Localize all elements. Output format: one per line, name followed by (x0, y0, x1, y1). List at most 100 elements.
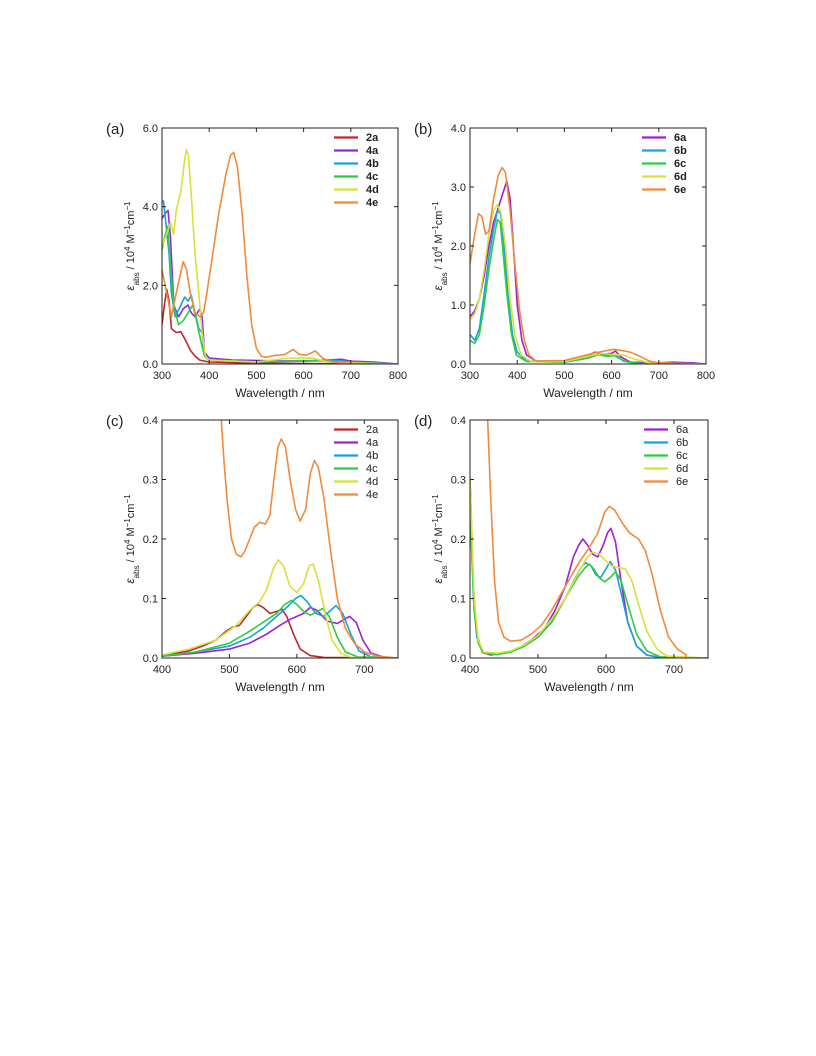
y-axis-label-part: ε (431, 285, 445, 291)
y-axis-label-part: M (125, 234, 137, 246)
y-axis-label-part: M (433, 527, 445, 539)
y-axis-label-part: cm (125, 504, 137, 519)
legend-label: 6d (674, 171, 687, 183)
y-tick-label: 0.0 (143, 653, 158, 665)
panel-label: (b) (414, 121, 432, 138)
y-axis-label-part: / 10 (433, 544, 445, 565)
y-axis-label-part: abs (440, 565, 449, 578)
x-tick-label: 800 (697, 370, 715, 382)
y-tick-label: 0.4 (143, 415, 158, 427)
x-tick-label: 700 (665, 664, 683, 676)
series-line-2a (162, 603, 398, 658)
y-axis-label-part: −1 (123, 201, 132, 211)
y-tick-label: 0.3 (451, 475, 466, 487)
series-line-6a (470, 180, 706, 364)
plot-frame (161, 127, 399, 365)
plot-frame (161, 419, 399, 659)
panel-label: (a) (106, 121, 124, 138)
series-line-4b (162, 594, 398, 658)
series-group (470, 166, 706, 364)
x-axis-label: Wavelength / nm (543, 386, 633, 400)
y-axis-label-part: 4 (431, 246, 440, 251)
y-tick-label: 4.0 (143, 202, 158, 214)
legend-label: 6b (674, 145, 687, 157)
panel-label: (c) (106, 413, 124, 430)
y-axis-label-part: / 10 (125, 544, 137, 565)
series-line-6e (486, 420, 708, 658)
y-axis-label-part: −1 (123, 225, 132, 235)
series-line-6b (470, 209, 706, 364)
legend-label: 6e (676, 476, 688, 488)
legend-label: 6a (676, 424, 689, 436)
legend-label: 6c (674, 158, 686, 170)
y-axis-label-part: abs (440, 272, 449, 285)
x-tick-label: 400 (461, 664, 479, 676)
y-tick-label: 0.1 (451, 594, 466, 606)
x-tick-label: 300 (461, 370, 479, 382)
y-axis-label-part: cm (433, 211, 445, 226)
x-tick-label: 300 (153, 370, 171, 382)
y-axis-label-part: 4 (123, 246, 132, 251)
y-axis-label-part: −1 (431, 494, 440, 504)
series-line-4c (162, 599, 398, 658)
chart-panel-2: 400 500 600 700 0.0 0.1 0.2 0.3 0.4 Wavelength / … (106, 413, 399, 694)
x-tick-label: 400 (508, 370, 526, 382)
x-tick-label: 500 (220, 664, 238, 676)
series-line-6d (470, 479, 708, 658)
series-line-6b (470, 491, 708, 658)
x-tick-label: 500 (529, 664, 547, 676)
panel-label: (d) (414, 413, 432, 430)
legend-label: 6c (676, 450, 688, 462)
chart-panel-3: 400 500 600 700 0.0 0.1 0.2 0.3 0.4 Wavelength / … (414, 413, 709, 694)
y-tick-label: 0.1 (143, 594, 158, 606)
y-axis-label-part: M (125, 527, 137, 539)
y-axis-label-part: ε (123, 285, 137, 291)
plot-frame (469, 419, 709, 659)
legend-label: 4e (366, 197, 378, 209)
chart-panel-0: 300 400 500 600 700 800 0.0 2.0 4.0 6.0 Wavelength… (106, 121, 407, 400)
y-axis-label-part: / 10 (433, 251, 445, 272)
y-tick-label: 2.0 (451, 241, 466, 253)
legend-label: 6e (674, 184, 686, 196)
legend-label: 4c (366, 171, 378, 183)
y-tick-label: 0.2 (143, 534, 158, 546)
y-axis-label-part: −1 (123, 518, 132, 528)
series-group (162, 420, 398, 658)
x-tick-label: 700 (650, 370, 668, 382)
y-axis-label: εabs / 104 M−1cm−1 (431, 201, 449, 291)
y-axis-label-part: abs (132, 272, 141, 285)
x-axis-label: Wavelength / nm (544, 680, 634, 694)
y-tick-label: 4.0 (451, 123, 466, 135)
x-axis-label: Wavelength / nm (235, 680, 325, 694)
series-group (470, 420, 708, 658)
x-tick-label: 600 (597, 664, 615, 676)
y-tick-label: 1.0 (451, 300, 466, 312)
y-axis-label-part: 4 (123, 539, 132, 544)
y-axis-label-part: −1 (431, 201, 440, 211)
series-line-4d (162, 559, 398, 658)
y-tick-label: 0.0 (451, 359, 466, 371)
x-tick-label: 700 (342, 370, 360, 382)
y-axis-label-part: cm (125, 211, 137, 226)
series-line-6c (470, 509, 708, 658)
legend-label: 2a (366, 132, 379, 144)
y-tick-label: 0.3 (143, 475, 158, 487)
y-axis-label-part: M (433, 234, 445, 246)
y-axis-label: εabs / 104 M−1cm−1 (123, 201, 141, 291)
y-tick-label: 2.0 (143, 280, 158, 292)
x-tick-label: 600 (288, 664, 306, 676)
legend-label: 6d (676, 463, 688, 475)
y-axis-label-part: ε (123, 578, 137, 584)
x-tick-label: 700 (355, 664, 373, 676)
x-tick-label: 600 (602, 370, 620, 382)
legend-label: 4d (366, 476, 378, 488)
y-tick-label: 0.4 (451, 415, 466, 427)
y-axis-label-part: −1 (431, 518, 440, 528)
y-axis-label-part: / 10 (125, 251, 137, 272)
series-line-4e (162, 151, 398, 364)
x-tick-label: 400 (200, 370, 218, 382)
